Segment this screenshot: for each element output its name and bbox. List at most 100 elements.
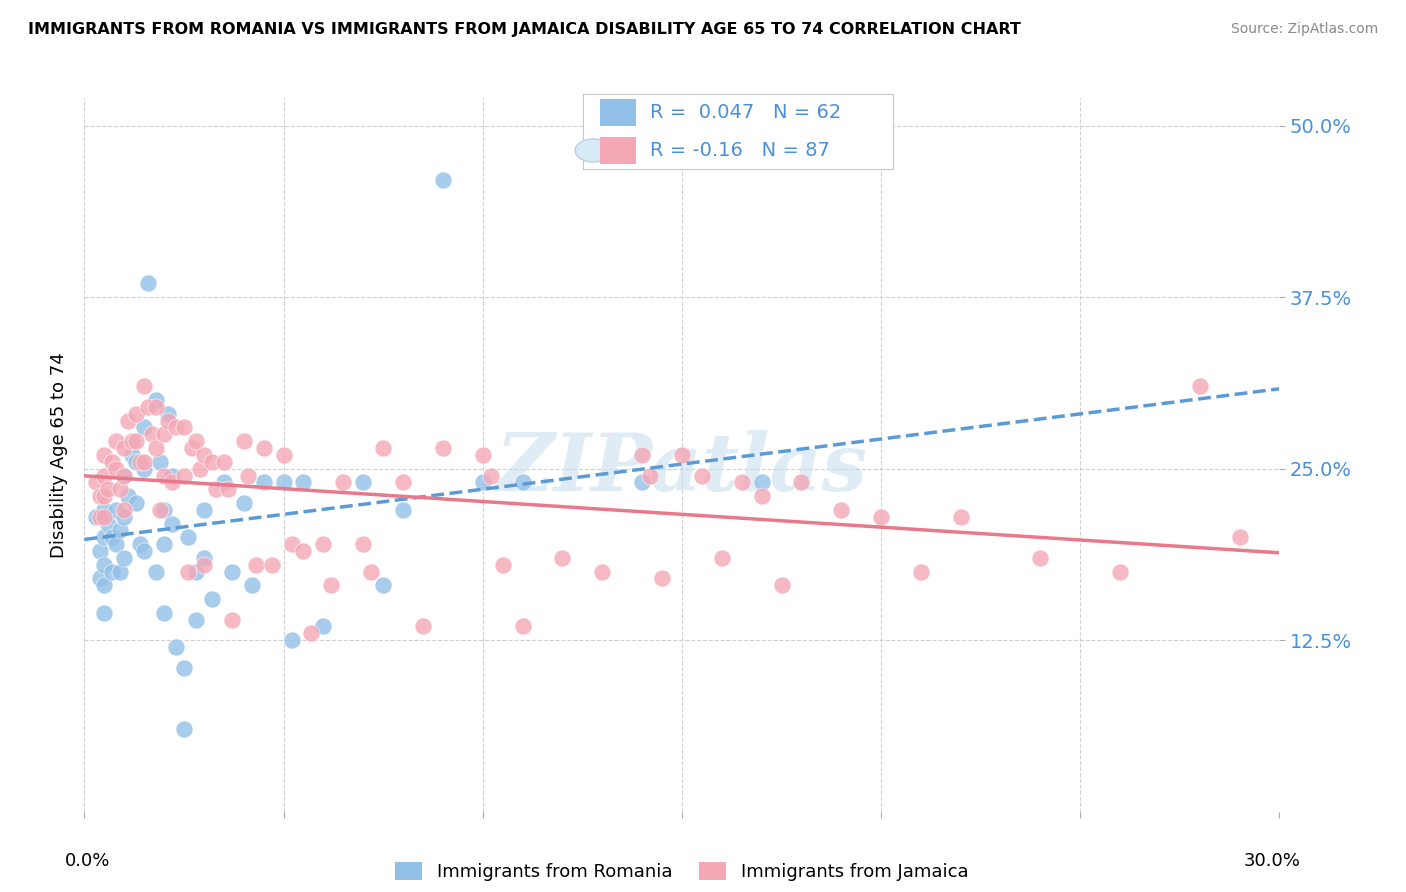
- Point: [93, 558, 115, 572]
- Point: [193, 448, 215, 462]
- Point: [86, 475, 108, 490]
- Point: [101, 455, 124, 469]
- Point: [273, 475, 295, 490]
- Point: [193, 503, 215, 517]
- Text: IMMIGRANTS FROM ROMANIA VS IMMIGRANTS FROM JAMAICA DISABILITY AGE 65 TO 74 CORRE: IMMIGRANTS FROM ROMANIA VS IMMIGRANTS FR…: [28, 22, 1021, 37]
- Point: [165, 640, 187, 654]
- Point: [136, 400, 159, 414]
- Point: [153, 537, 176, 551]
- Point: [870, 509, 893, 524]
- Point: [89, 544, 111, 558]
- Point: [201, 592, 224, 607]
- Point: [132, 420, 156, 434]
- Point: [177, 530, 200, 544]
- Point: [160, 475, 183, 490]
- Point: [471, 475, 494, 490]
- Point: [93, 448, 115, 462]
- Point: [184, 565, 207, 579]
- Point: [232, 496, 254, 510]
- Point: [153, 606, 176, 620]
- Point: [132, 455, 156, 469]
- Point: [132, 379, 156, 393]
- Point: [125, 455, 148, 469]
- Point: [651, 571, 673, 585]
- Point: [160, 516, 183, 531]
- Point: [212, 475, 235, 490]
- Point: [165, 420, 187, 434]
- Point: [790, 475, 813, 490]
- Point: [160, 468, 183, 483]
- Point: [432, 173, 454, 187]
- Point: [112, 468, 135, 483]
- Point: [512, 619, 534, 633]
- Point: [301, 626, 323, 640]
- Point: [910, 565, 932, 579]
- Point: [1109, 565, 1132, 579]
- Point: [173, 723, 195, 737]
- Point: [105, 503, 128, 517]
- Point: [221, 613, 243, 627]
- Point: [830, 503, 852, 517]
- Point: [373, 578, 395, 592]
- Point: [280, 633, 302, 648]
- Point: [149, 503, 172, 517]
- Point: [89, 489, 111, 503]
- Point: [253, 475, 276, 490]
- Point: [173, 420, 195, 434]
- Point: [121, 434, 143, 449]
- Point: [97, 516, 120, 531]
- Point: [217, 482, 239, 496]
- Point: [591, 565, 613, 579]
- Point: [181, 441, 204, 455]
- Point: [110, 482, 132, 496]
- Point: [184, 613, 207, 627]
- Point: [184, 434, 207, 449]
- Text: ZIPatlas: ZIPatlas: [496, 431, 868, 508]
- Point: [240, 578, 263, 592]
- Point: [188, 461, 211, 475]
- Point: [177, 565, 200, 579]
- Point: [751, 475, 773, 490]
- Point: [125, 496, 148, 510]
- Point: [312, 619, 335, 633]
- Point: [352, 475, 374, 490]
- Point: [193, 550, 215, 565]
- Point: [153, 468, 176, 483]
- Point: [221, 565, 243, 579]
- Point: [201, 455, 224, 469]
- Point: [145, 441, 167, 455]
- Point: [112, 468, 135, 483]
- Point: [236, 468, 259, 483]
- Point: [101, 530, 124, 544]
- Point: [292, 544, 315, 558]
- Point: [145, 565, 167, 579]
- Point: [157, 407, 180, 421]
- Point: [193, 558, 215, 572]
- Point: [253, 441, 276, 455]
- Point: [392, 503, 415, 517]
- Point: [710, 550, 733, 565]
- Point: [332, 475, 354, 490]
- Point: [551, 550, 574, 565]
- Point: [432, 441, 454, 455]
- Point: [132, 461, 156, 475]
- Legend: Immigrants from Romania, Immigrants from Jamaica: Immigrants from Romania, Immigrants from…: [388, 855, 976, 888]
- Point: [93, 606, 115, 620]
- Text: Source: ZipAtlas.com: Source: ZipAtlas.com: [1230, 22, 1378, 37]
- Point: [360, 565, 382, 579]
- Point: [471, 448, 494, 462]
- Point: [245, 558, 267, 572]
- Point: [129, 455, 152, 469]
- Point: [232, 434, 254, 449]
- Text: R =  0.047   N = 62: R = 0.047 N = 62: [650, 103, 841, 122]
- Point: [690, 468, 713, 483]
- Point: [631, 448, 654, 462]
- Point: [157, 414, 180, 428]
- Point: [149, 455, 172, 469]
- Point: [121, 448, 143, 462]
- Point: [153, 427, 176, 442]
- Point: [212, 455, 235, 469]
- Point: [1229, 530, 1251, 544]
- Point: [97, 482, 120, 496]
- Point: [321, 578, 343, 592]
